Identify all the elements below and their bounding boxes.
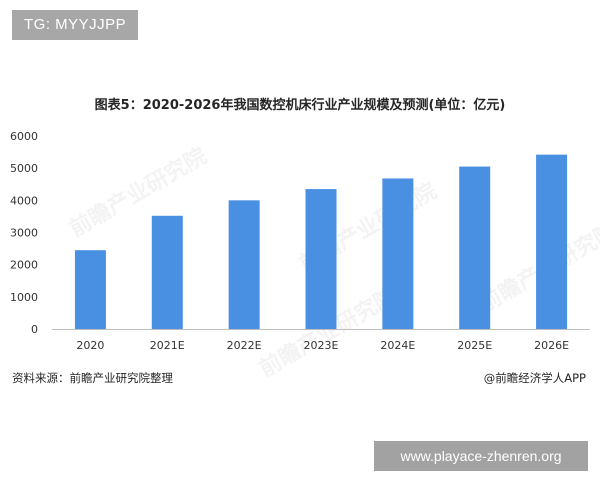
y-tick-label: 0: [31, 323, 38, 336]
bar-2022E: [228, 200, 260, 329]
bottom-watermark-tag: www.playace-zhenren.org: [374, 441, 588, 471]
x-tick-label: 2020: [76, 339, 104, 352]
bar-2020: [74, 250, 106, 329]
x-tick-label: 2023E: [304, 339, 339, 352]
bar-2024E: [382, 178, 414, 329]
y-tick-label: 5000: [10, 162, 38, 175]
y-tick-label: 4000: [10, 194, 38, 207]
x-axis-labels: 2020 2021E 2022E 2023E 2024E 2025E 2026E: [76, 339, 569, 352]
y-axis-labels: 0 1000 2000 3000 4000 5000 6000: [10, 130, 38, 336]
x-tick-label: 2024E: [380, 339, 415, 352]
x-tick-label: 2021E: [150, 339, 185, 352]
x-tick-label: 2026E: [534, 339, 569, 352]
x-tick-label: 2022E: [227, 339, 262, 352]
bar-2023E: [305, 189, 337, 329]
bars: [74, 154, 568, 329]
top-watermark-tag: TG: MYYJJPP: [12, 10, 139, 40]
bar-2021E: [151, 215, 183, 329]
y-tick-label: 1000: [10, 291, 38, 304]
credit-note: @前瞻经济学人APP: [483, 371, 586, 385]
bar-2026E: [536, 154, 568, 329]
x-tick-label: 2025E: [457, 339, 492, 352]
source-note: 资料来源：前瞻产业研究院整理: [12, 371, 173, 385]
chart-title: 图表5：2020-2026年我国数控机床行业产业规模及预测(单位：亿元): [94, 98, 506, 113]
bar-2025E: [459, 166, 491, 329]
y-tick-label: 6000: [10, 130, 38, 143]
y-tick-label: 3000: [10, 227, 38, 240]
y-tick-label: 2000: [10, 259, 38, 272]
